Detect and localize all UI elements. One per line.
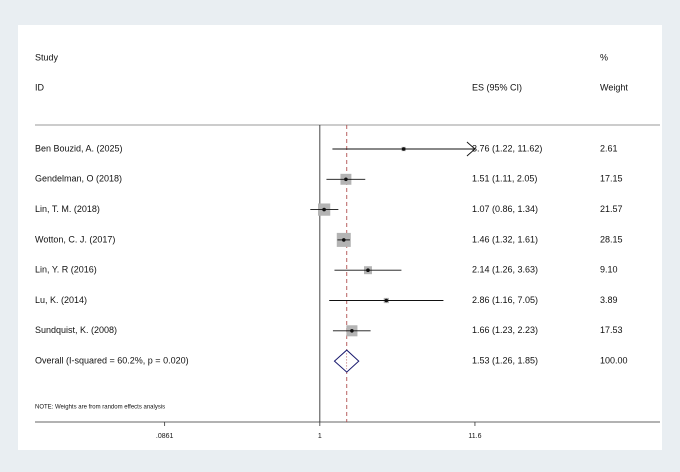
ci-label: 3.76 (1.22, 11.62) (472, 143, 542, 153)
x-tick-label: 11.6 (468, 433, 481, 440)
header-pct: % (600, 52, 608, 62)
study-name: Lin, Y. R (2016) (35, 265, 97, 275)
weight-label: 9.10 (600, 265, 618, 275)
note: NOTE: Weights are from random effects an… (35, 405, 165, 411)
point-estimate (322, 207, 326, 212)
ci-label: 2.86 (1.16, 7.05) (472, 295, 538, 305)
x-tick-label: 1 (318, 433, 322, 440)
ci-label: 1.51 (1.11, 2.05) (472, 174, 537, 184)
point-estimate (344, 177, 348, 182)
study-name: Lu, K. (2014) (35, 295, 87, 305)
point-estimate (401, 147, 406, 151)
ci-label: 2.14 (1.26, 3.63) (472, 265, 538, 275)
study-name: Wotton, C. J. (2017) (35, 234, 115, 244)
overall-diamond (333, 349, 360, 373)
overall-weight-label: 100.00 (600, 355, 628, 365)
weight-label: 21.57 (600, 204, 623, 214)
weight-label: 28.15 (600, 234, 623, 244)
overall-ci-label: 1.53 (1.26, 1.85) (472, 355, 538, 365)
weight-label: 3.89 (600, 295, 618, 305)
header-es: ES (95% CI) (472, 82, 522, 92)
header-study: Study (35, 52, 59, 62)
weight-label: 17.15 (600, 174, 623, 184)
ci-label: 1.46 (1.32, 1.61) (472, 234, 538, 244)
header-weight: Weight (600, 82, 628, 92)
overall-name: Overall (I-squared = 60.2%, p = 0.020) (35, 355, 189, 365)
ci-label: 1.07 (0.86, 1.34) (472, 204, 538, 214)
header-id: ID (35, 82, 45, 92)
weight-label: 17.53 (600, 325, 623, 335)
point-estimate (341, 238, 346, 242)
ci-arrow (466, 141, 476, 157)
x-tick-label: .0861 (156, 433, 174, 440)
study-name: Lin, T. M. (2018) (35, 204, 100, 214)
point-estimate (384, 298, 389, 303)
point-estimate (366, 268, 370, 273)
ci-label: 1.66 (1.23, 2.23) (472, 325, 538, 335)
point-estimate (350, 329, 354, 333)
weight-label: 2.61 (600, 143, 618, 153)
study-name: Ben Bouzid, A. (2025) (35, 143, 123, 153)
study-name: Sundquist, K. (2008) (35, 325, 117, 335)
study-name: Gendelman, O (2018) (35, 174, 122, 184)
